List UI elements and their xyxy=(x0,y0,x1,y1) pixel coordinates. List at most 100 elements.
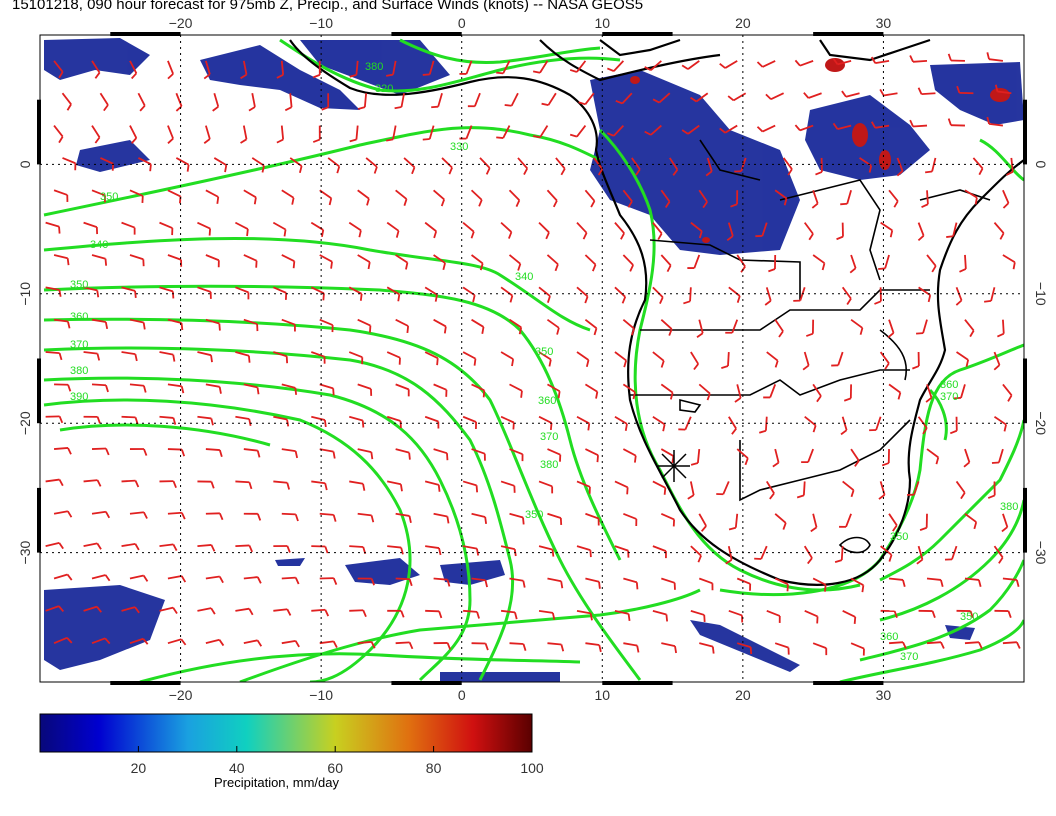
wind-barb xyxy=(284,93,293,112)
wind-barb xyxy=(53,189,69,202)
wind-barb xyxy=(509,577,526,588)
wind-barb xyxy=(203,125,211,144)
contour-label: 360 xyxy=(940,379,958,391)
wind-barb xyxy=(386,125,397,142)
wind-barb xyxy=(728,416,737,435)
wind-barb xyxy=(991,448,1004,464)
wind-barb xyxy=(532,125,549,139)
wind-barb xyxy=(614,415,628,431)
wind-barb xyxy=(121,479,140,488)
wind-barb xyxy=(614,609,631,621)
wind-barb xyxy=(690,448,701,466)
wind-barb xyxy=(888,383,902,400)
wind-barb xyxy=(311,480,328,491)
wind-barb xyxy=(623,512,638,526)
wind-barb xyxy=(758,416,768,434)
wind-barb xyxy=(319,512,337,522)
wind-barb xyxy=(240,60,248,80)
wind-barb xyxy=(719,60,738,69)
wind-barb xyxy=(471,512,488,525)
wind-barb xyxy=(462,480,479,493)
wind-barb xyxy=(424,415,440,429)
wind-barb xyxy=(327,157,341,174)
wind-barb xyxy=(696,319,704,339)
wind-barb xyxy=(623,577,639,590)
wind-barb xyxy=(850,318,864,335)
wind-barb xyxy=(517,157,529,176)
wind-barb xyxy=(917,416,928,435)
wind-barb xyxy=(433,642,452,650)
wind-barb xyxy=(660,254,672,273)
wind-barb xyxy=(197,607,216,615)
wind-barb xyxy=(433,383,448,397)
wind-barb xyxy=(812,642,828,656)
wind-barb xyxy=(614,545,630,558)
wind-barb xyxy=(357,512,375,523)
wind-barb xyxy=(963,448,971,468)
wind-barb xyxy=(395,512,412,523)
wind-barb xyxy=(433,448,449,461)
wind-barb xyxy=(804,416,817,433)
wind-barb xyxy=(812,383,822,403)
contour-labels: 3503403503603703803903403503603703803503… xyxy=(70,61,1018,663)
wind-barb xyxy=(546,318,560,335)
frame-bar xyxy=(391,681,462,685)
wind-barb xyxy=(433,189,446,207)
wind-barb xyxy=(736,254,746,273)
coastlines xyxy=(289,38,1024,586)
wind-barb xyxy=(1002,641,1021,649)
wind-barb xyxy=(121,221,136,235)
wind-barb xyxy=(205,318,221,331)
wind-barb xyxy=(395,448,411,460)
wind-barb xyxy=(91,574,111,582)
wind-barb xyxy=(509,512,525,525)
wind-barb xyxy=(470,189,483,207)
wind-barb xyxy=(774,513,787,530)
station-marker xyxy=(658,450,690,482)
wind-barb xyxy=(197,480,215,489)
wind-barb xyxy=(395,318,410,334)
wind-barb xyxy=(585,577,601,589)
wind-barb xyxy=(83,542,102,550)
wind-barb xyxy=(348,286,363,301)
wind-barb xyxy=(197,415,214,426)
wind-barb xyxy=(387,480,403,492)
wind-barb xyxy=(53,573,73,581)
colorbar-tick-label: 40 xyxy=(229,760,245,776)
wind-barb xyxy=(834,546,844,564)
wind-barb xyxy=(768,254,777,273)
wind-barb xyxy=(91,447,110,456)
frame-bar xyxy=(37,487,41,553)
wind-barb xyxy=(500,221,513,239)
lon-tick-label: −20 xyxy=(169,687,193,703)
wind-barb xyxy=(993,415,1007,432)
contour-label: 340 xyxy=(515,271,533,283)
contour-label: 350 xyxy=(890,531,908,543)
wind-barb xyxy=(83,479,102,487)
contour-label: 380 xyxy=(365,61,383,73)
wind-barb xyxy=(926,641,945,649)
wind-barb xyxy=(993,222,1005,240)
wind-barb xyxy=(500,609,518,620)
contour-label: 370 xyxy=(540,431,558,443)
wind-barb xyxy=(972,157,984,176)
wind-barb xyxy=(45,351,63,361)
wind-barb xyxy=(312,60,321,79)
lat-tick-label: −30 xyxy=(1033,541,1049,565)
wind-barb xyxy=(248,93,256,112)
wind-barb xyxy=(698,383,711,401)
wind-barb xyxy=(348,351,364,365)
wind-barb xyxy=(919,513,928,531)
wind-barb xyxy=(896,157,904,177)
wind-barb xyxy=(91,60,101,79)
wind-barb xyxy=(281,639,300,648)
wind-barb xyxy=(993,351,1001,371)
wind-barb xyxy=(319,318,334,333)
wind-barb xyxy=(129,254,145,267)
frame-bar xyxy=(37,99,41,165)
wind-barb xyxy=(167,318,184,331)
wind-barb xyxy=(349,480,366,491)
wind-barbs xyxy=(45,52,1021,656)
wind-barb xyxy=(774,577,789,592)
